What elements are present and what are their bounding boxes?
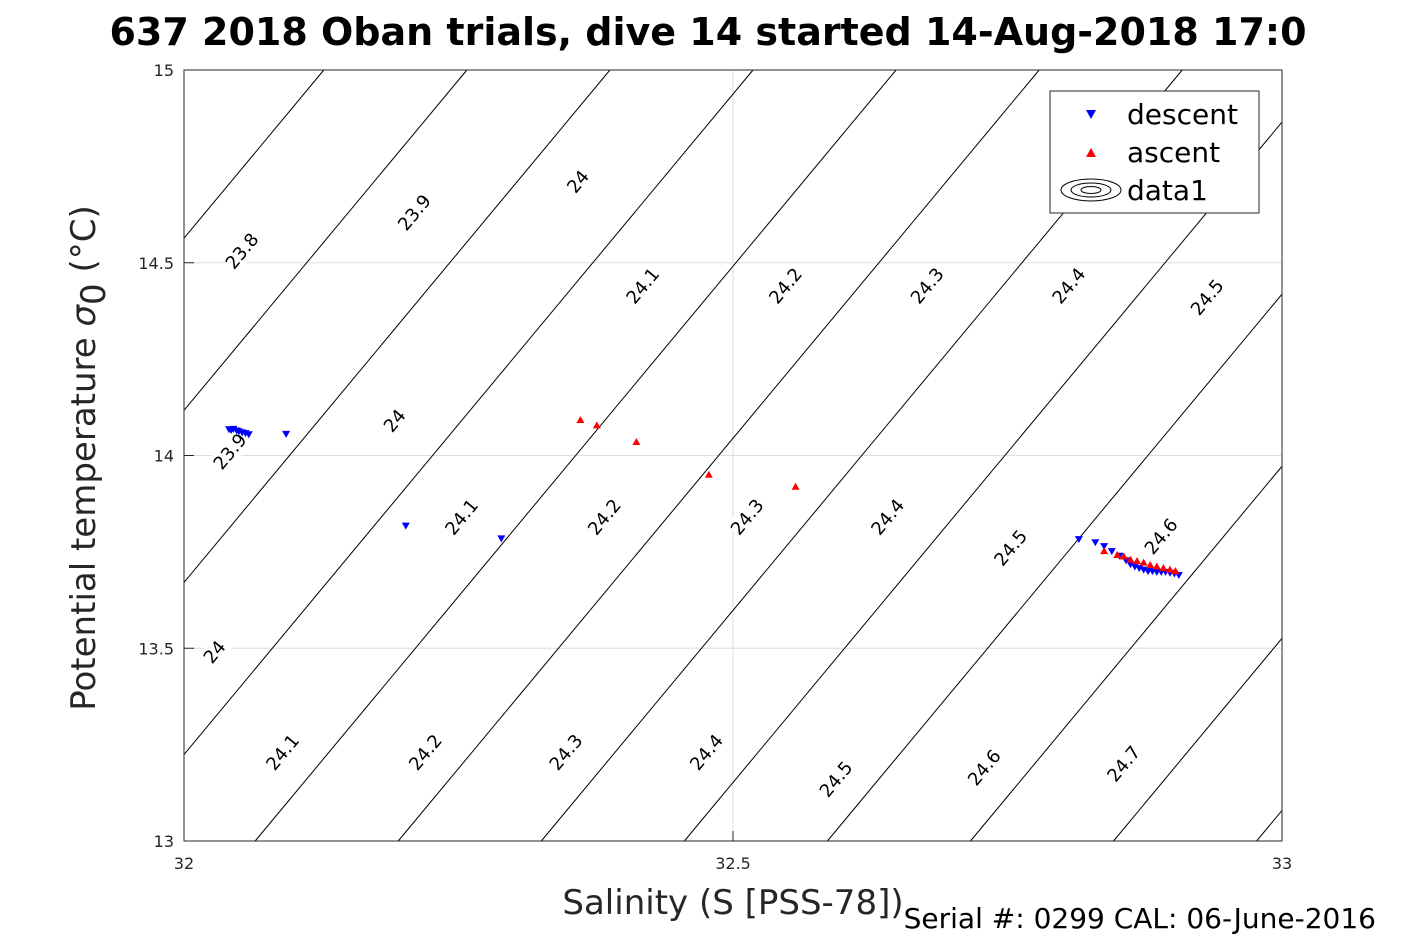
ascent-point (1152, 562, 1161, 570)
ascent-point (1139, 558, 1148, 566)
descent-point (1074, 536, 1083, 544)
y-axis-label: Potential temperature σ0 (°C) (64, 205, 114, 711)
y-tick-label: 14.5 (138, 254, 174, 273)
ascent-point (1126, 555, 1135, 563)
contour-label-bg (963, 745, 1006, 791)
x-tick-label: 32 (174, 854, 194, 873)
isopycnal-line (397, 69, 1040, 842)
y-ticks: 13 13.5 14 14.5 15 (138, 61, 194, 851)
isopycnal-line (183, 69, 611, 583)
contour-label-bg (583, 494, 626, 540)
descent-point (401, 522, 410, 530)
isopycnal-line (1113, 638, 1283, 842)
y-tick-label: 15 (154, 61, 174, 80)
density-contours (183, 69, 1283, 842)
ascent-point (1119, 552, 1128, 560)
contour-label-bg (1186, 275, 1229, 320)
contour-label-bg (726, 494, 769, 540)
descent-point (1100, 543, 1109, 551)
contour-label-bg (621, 263, 665, 309)
isopycnal-line (254, 69, 897, 842)
descent-point (497, 535, 506, 543)
contour-label-bg (814, 756, 858, 802)
x-tick-label: 32.5 (715, 854, 751, 873)
contour-label-bg (404, 729, 447, 775)
contour-label-bg (989, 525, 1033, 571)
data-points (225, 416, 1183, 580)
contour-label-bg (393, 190, 436, 236)
contour-label-bg (1139, 514, 1183, 559)
ascent-point (1146, 560, 1155, 568)
x-ticks: 32 32.5 33 (174, 831, 1292, 873)
ascent-point (1113, 550, 1122, 558)
ascent-point (576, 416, 585, 424)
contour-label-bg (764, 263, 807, 309)
legend-ascent-label: ascent (1127, 136, 1220, 169)
isopycnal-line (827, 293, 1283, 842)
contour-label-bg (906, 263, 949, 309)
legend-ascent-marker (1086, 148, 1096, 157)
legend-contour-icon (1060, 178, 1122, 202)
ascent-point (704, 470, 713, 478)
contour-label-bg (685, 729, 728, 775)
contour-label-bg (1102, 741, 1146, 787)
x-axis-label: Salinity (S [PSS-78]) (562, 883, 903, 923)
isopycnal-line (970, 465, 1283, 842)
descent-point (1126, 561, 1135, 569)
y-tick-label: 13 (154, 832, 174, 851)
serial-footer: Serial #: 0299 CAL: 06-June-2016 (904, 902, 1376, 935)
contour-label-bg (544, 729, 588, 775)
isopycnal-line (183, 69, 468, 411)
contour-label-bg (261, 729, 305, 775)
chart-title: 637 2018 Oban trials, dive 14 started 14… (109, 10, 1306, 54)
contour-label-bg (440, 494, 484, 540)
contour-label-bg (866, 494, 910, 540)
ascent-point (1100, 547, 1109, 555)
ascent-point (632, 438, 641, 446)
contour-label-bg (1047, 263, 1091, 309)
contour-label-bg (193, 629, 236, 675)
legend-descent-label: descent (1127, 98, 1238, 131)
contour-label-bg (220, 228, 264, 274)
isopycnal-line (183, 69, 754, 755)
isopycnal-line (683, 121, 1283, 842)
x-tick-label: 33 (1272, 854, 1292, 873)
y-tick-label: 14 (154, 447, 174, 466)
y-tick-label: 13.5 (138, 639, 174, 658)
contour-label-bg (556, 159, 600, 205)
descent-point (1091, 539, 1100, 547)
legend: descent ascent data1 (1049, 90, 1260, 214)
legend-descent-marker (1086, 110, 1096, 119)
contour-label-bg (373, 398, 417, 444)
isopycnal-line (183, 69, 325, 239)
ascent-point (592, 421, 601, 429)
ascent-point (1133, 557, 1142, 565)
ascent-point (1159, 564, 1168, 572)
legend-data1-label: data1 (1127, 174, 1208, 207)
isopycnal-line (1256, 810, 1283, 842)
descent-point (244, 431, 253, 439)
ascent-point (791, 482, 800, 490)
descent-point (282, 430, 291, 438)
ascent-point (1166, 565, 1175, 573)
contour-label-bg (208, 429, 252, 475)
ascent-point (1171, 567, 1180, 575)
descent-point (1107, 548, 1116, 556)
